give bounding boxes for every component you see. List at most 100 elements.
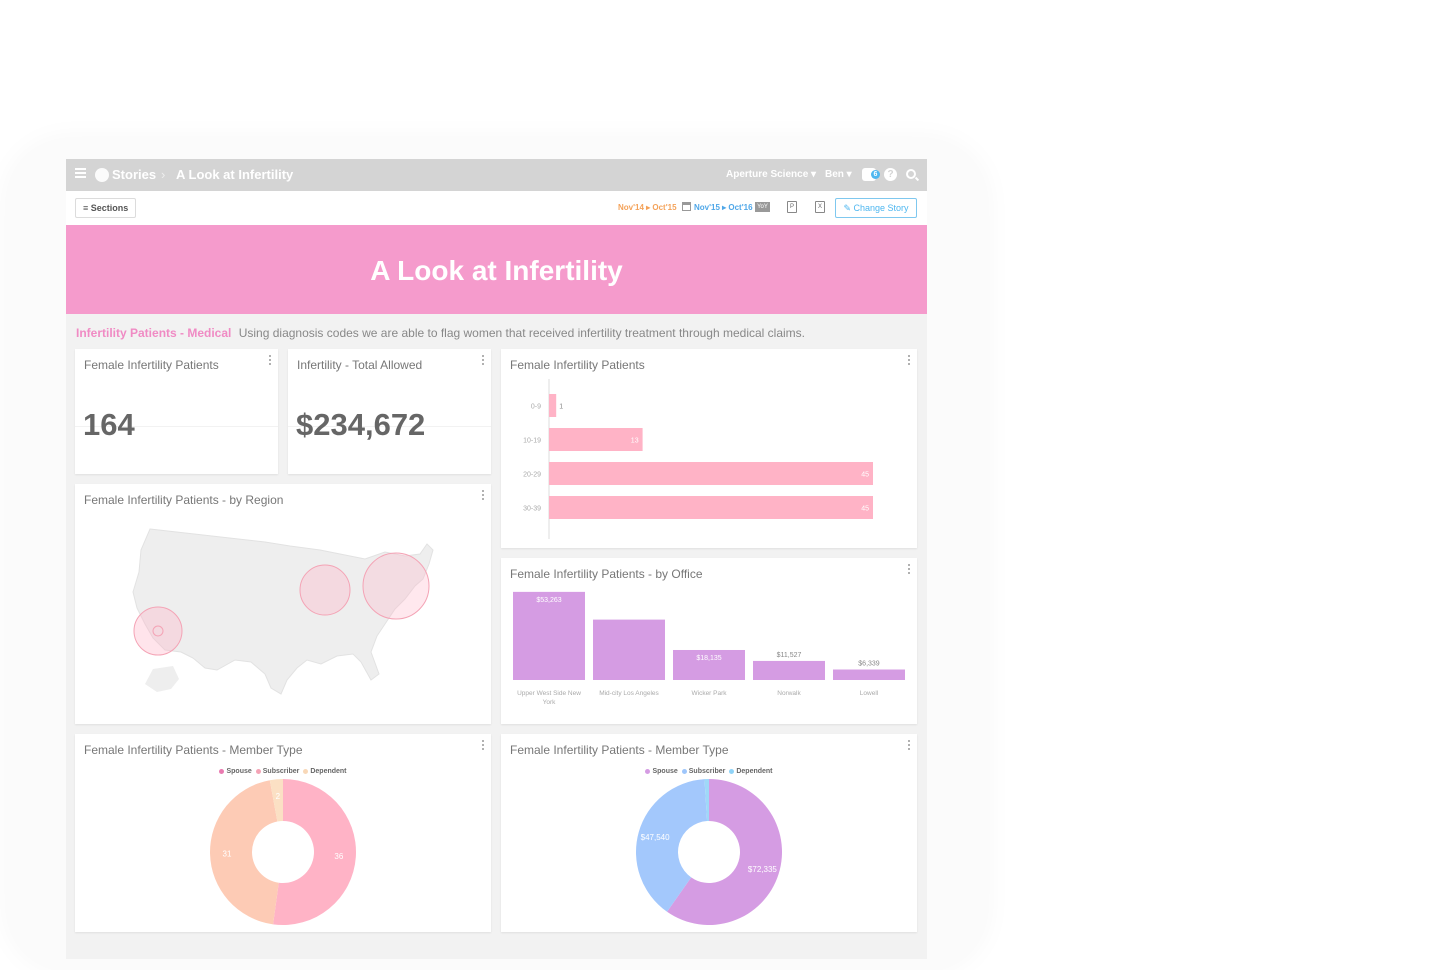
story-toolbar: ≡ Sections Nov'14 ▸ Oct'15 Nov'15 ▸ Oct'… xyxy=(66,191,927,225)
card-menu-icon[interactable] xyxy=(482,740,485,751)
bar xyxy=(833,669,905,680)
region-bubble-northeast xyxy=(362,552,430,620)
slice-value-label: $47,540 xyxy=(641,833,670,842)
legend-item[interactable]: Subscriber xyxy=(255,768,300,775)
bar xyxy=(549,496,873,519)
legend-item[interactable]: Dependent xyxy=(303,768,347,775)
bar xyxy=(673,649,745,680)
region-bubble-west xyxy=(133,606,183,656)
slice-value-label: $72,335 xyxy=(748,865,777,874)
change-story-label: Change Story xyxy=(853,203,909,213)
user-dropdown[interactable]: Ben ▾ xyxy=(825,169,852,180)
donut-slice xyxy=(704,779,709,822)
bar-value-label: 45 xyxy=(861,506,869,513)
menu-icon[interactable] xyxy=(75,168,86,179)
slice-value-label: 2 xyxy=(276,792,281,801)
kpi-card-patients[interactable]: Female Infertility Patients 164 xyxy=(75,349,278,474)
divider xyxy=(75,426,278,427)
legend-dot-icon xyxy=(729,768,735,774)
calendar-icon[interactable] xyxy=(682,202,691,211)
bar-value-label: $53,263 xyxy=(536,597,561,604)
region-map-card[interactable]: Female Infertility Patients - by Region xyxy=(75,484,491,724)
region-bubble-midwest xyxy=(299,564,351,616)
help-icon[interactable]: ? xyxy=(884,168,897,181)
section-header: Infertility Patients - Medical Using dia… xyxy=(76,326,805,340)
bar-value-label: 1 xyxy=(559,404,563,411)
alaska-shape xyxy=(145,666,179,692)
date-range-compare[interactable]: Nov'15 ▸ Oct'16 xyxy=(694,203,753,212)
legend-item[interactable]: Spouse xyxy=(219,768,252,775)
legend-dot-icon xyxy=(219,768,225,774)
legend-item[interactable]: Spouse xyxy=(645,768,678,775)
y-tick-label: 0-9 xyxy=(531,404,541,411)
x-tick-label: Wicker Park xyxy=(691,690,727,697)
legend-dot-icon xyxy=(303,768,309,774)
card-title: Female Infertility Patients - Member Typ… xyxy=(510,743,729,757)
office-bar-chart-card[interactable]: Female Infertility Patients - by Office … xyxy=(501,558,917,724)
search-icon[interactable] xyxy=(906,169,916,179)
card-menu-icon[interactable] xyxy=(482,355,485,366)
legend-label: Spouse xyxy=(226,768,252,775)
sections-button[interactable]: ≡ Sections xyxy=(75,198,137,218)
bar-value-label: $18,135 xyxy=(696,655,721,662)
chart-legend: Spouse Subscriber Dependent xyxy=(75,768,491,775)
excel-export-icon[interactable]: X xyxy=(815,201,825,213)
card-menu-icon[interactable] xyxy=(908,740,911,751)
card-menu-icon[interactable] xyxy=(908,564,911,575)
card-title: Infertility - Total Allowed xyxy=(297,358,423,372)
us-map-shape xyxy=(132,528,434,695)
bar-value-label: $6,339 xyxy=(858,661,880,668)
card-menu-icon[interactable] xyxy=(908,355,911,366)
legend-label: Dependent xyxy=(310,768,347,775)
card-title: Female Infertility Patients - Member Typ… xyxy=(84,743,303,757)
x-tick-label: Mid-city Los Angeles xyxy=(599,690,659,697)
legend-label: Dependent xyxy=(736,768,773,775)
pdf-export-icon[interactable]: P xyxy=(787,201,797,213)
organization-dropdown[interactable]: Aperture Science ▾ xyxy=(726,169,817,180)
breadcrumb-chevron-icon: › xyxy=(161,167,166,182)
card-menu-icon[interactable] xyxy=(269,355,272,366)
donut-slice xyxy=(273,779,357,925)
kpi-value: $234,672 xyxy=(296,407,426,442)
region-bubble-west-center xyxy=(152,625,164,637)
slice-value-label: 31 xyxy=(223,849,232,858)
donut-slice xyxy=(269,779,283,822)
change-story-button[interactable]: ✎ Change Story xyxy=(835,198,917,218)
member-type-count-card[interactable]: Female Infertility Patients - Member Typ… xyxy=(75,734,491,932)
nav-stories-link[interactable]: Stories xyxy=(112,167,157,182)
x-tick-label: Upper West Side New York xyxy=(517,690,581,706)
card-title: Female Infertility Patients xyxy=(510,358,645,372)
bar xyxy=(593,619,665,680)
bar xyxy=(549,394,557,417)
story-hero-banner: A Look at Infertility xyxy=(66,225,927,314)
donut-slice xyxy=(636,779,708,912)
card-menu-icon[interactable] xyxy=(482,490,485,501)
kpi-card-total-allowed[interactable]: Infertility - Total Allowed $234,672 xyxy=(288,349,491,474)
member-type-allowed-card[interactable]: Female Infertility Patients - Member Typ… xyxy=(501,734,917,932)
yoy-badge[interactable]: YoY xyxy=(755,202,770,212)
notifications-icon[interactable]: 6 xyxy=(862,168,880,181)
legend-label: Subscriber xyxy=(262,768,300,775)
legend-item[interactable]: Subscriber xyxy=(681,768,725,775)
member-type-count-donut: 36 31 2 xyxy=(210,779,357,925)
app-screen: Stories › A Look at Infertility Aperture… xyxy=(66,159,927,959)
legend-item[interactable]: Dependent xyxy=(729,768,773,775)
kpi-value: 164 xyxy=(83,407,135,442)
bar xyxy=(549,428,643,451)
legend-dot-icon xyxy=(255,768,261,774)
bar-value-label: 45 xyxy=(861,472,869,479)
notification-count-badge: 6 xyxy=(871,170,880,179)
app-logo-icon[interactable] xyxy=(95,168,109,182)
bar-value-label: $11,527 xyxy=(777,652,802,659)
chart-legend: Spouse Subscriber Dependent xyxy=(501,768,917,775)
story-title: A Look at Infertility xyxy=(370,255,623,286)
bar xyxy=(513,591,585,680)
age-bar-chart-card[interactable]: Female Infertility Patients 0-9 1 10-19 13 2… xyxy=(501,349,917,548)
legend-dot-icon xyxy=(645,768,651,774)
card-title: Female Infertility Patients - by Office xyxy=(510,567,703,581)
x-tick-label: Lowell xyxy=(860,690,879,697)
legend-label: Spouse xyxy=(652,768,678,775)
date-range-primary[interactable]: Nov'14 ▸ Oct'15 xyxy=(618,203,677,212)
us-map xyxy=(132,528,434,695)
donut-slice xyxy=(667,779,782,925)
